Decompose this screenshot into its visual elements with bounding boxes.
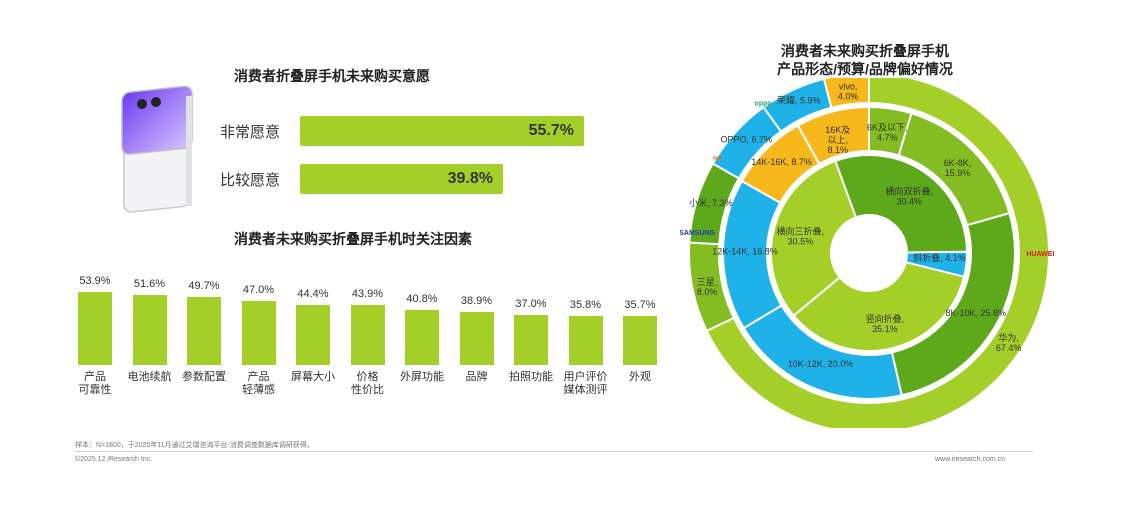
footer-divider	[75, 451, 1033, 452]
foldable-phone-image	[121, 85, 193, 213]
donut-slice-预算	[796, 105, 870, 166]
honor-logo-icon: HONOR	[803, 78, 829, 79]
factor-value: 53.9%	[79, 274, 111, 287]
oppo-logo-icon: oppo	[755, 100, 772, 107]
donut-slice-label: OPPO, 6.7%	[721, 135, 773, 145]
donut-slice-label: 6K-8K, 15.9%	[944, 158, 972, 178]
factor-bar	[78, 291, 112, 365]
huawei-logo-icon: HUAWEI	[1026, 251, 1054, 258]
donut-title: 消费者未来购买折叠屏手机 产品形态/预算/品牌偏好情况	[700, 42, 1030, 78]
factor-value: 38.9%	[460, 295, 493, 308]
factor-bar	[459, 312, 494, 365]
factor-label: 品牌	[449, 371, 505, 384]
donut-title-line1: 消费者未来购买折叠屏手机	[781, 43, 949, 59]
donut-slice-label: 三星, 8.0%	[697, 277, 718, 297]
donut-slice-label: 小米, 7.3%	[689, 197, 733, 208]
factor-bar	[568, 316, 603, 365]
factor-label-line1: 外观	[629, 371, 651, 383]
preference-donut-chart: 竖向折叠, 35.1% 横向三折叠, 30.5% 横向双折叠, 30.4% 斜折叠, 4.1…	[680, 78, 1054, 428]
intent-bar	[300, 116, 584, 146]
footnote: 样本：N=1800，于2025年11月通过艾瑞咨询平台-消费调查数据库调研获得。	[75, 442, 314, 449]
donut-slice-label: 12K-14K, 16.8%	[712, 247, 778, 257]
intent-value: 55.7%	[528, 122, 574, 139]
factor-label: 屏幕大小	[285, 371, 341, 384]
donut-slice-label: 10K-12K, 20.0%	[788, 359, 854, 369]
factor-value: 43.9%	[351, 288, 384, 301]
donut-slice-产品形态	[834, 154, 969, 254]
factor-label-line2: 轻薄感	[242, 384, 275, 396]
factor-value: 35.8%	[569, 299, 602, 312]
factors-title: 消费者未来购买折叠屏手机时关注因素	[234, 231, 472, 247]
factor-value: 40.8%	[406, 292, 438, 305]
factor-label-line1: 品牌	[465, 371, 488, 383]
donut-title-line2: 产品形态/预算/品牌偏好情况	[777, 61, 953, 77]
factor-label-line1: 电池续航	[127, 371, 172, 383]
donut-slice-label: 8K-10K, 25.8%	[945, 308, 1006, 318]
factor-bar	[296, 304, 330, 365]
donut-slice-产品形态	[904, 250, 968, 278]
donut-center	[833, 217, 905, 289]
factor-value: 49.7%	[188, 280, 220, 293]
factor-label: 电池续航	[122, 371, 178, 384]
factor-value: 47.0%	[242, 284, 275, 297]
factor-label: 产品 轻薄感	[231, 371, 287, 397]
intent-bar	[300, 164, 503, 194]
factor-label: 参数配置	[176, 371, 232, 384]
intent-value: 39.8%	[447, 170, 493, 187]
donut-slice-label: 横向三折叠, 30.5%	[777, 226, 825, 247]
factor-bar	[350, 305, 385, 365]
factor-label-line1: 外屏功能	[400, 371, 444, 383]
donut-slice-label: 荣耀, 5.9%	[777, 95, 821, 106]
factor-label-line1: 拍照功能	[509, 371, 553, 383]
factor-value: 44.4%	[297, 287, 329, 300]
factor-label-line1: 屏幕大小	[291, 371, 335, 383]
donut-slice-label: 6K及以下, 4.7%	[867, 122, 908, 142]
factor-value: 37.0%	[515, 297, 547, 310]
factor-bar	[623, 316, 657, 365]
factor-value: 35.7%	[624, 299, 656, 312]
intent-label: 比较愿意	[220, 172, 281, 189]
xiaomi-logo-icon: mi	[713, 155, 721, 162]
factor-label-line2: 媒体测评	[563, 384, 608, 396]
factor-bar	[241, 301, 276, 365]
intent-label: 非常愿意	[220, 124, 281, 141]
donut-slice-label: 16K及以上, 8.1%	[825, 125, 850, 155]
copyright: ©2025.12 iResearch Inc.	[75, 456, 153, 463]
factor-label: 用户评价 媒体测评	[558, 371, 614, 397]
factor-label: 拍照功能	[503, 371, 559, 384]
factor-label-line1: 参数配置	[182, 371, 226, 383]
donut-slice-label: 华为, 67.4%	[996, 332, 1022, 353]
factor-value: 51.6%	[133, 277, 166, 290]
factor-label-line1: 产品	[247, 371, 270, 383]
donut-slice-品牌	[822, 78, 870, 109]
factor-label-line1: 用户评价	[563, 371, 608, 383]
factor-label: 外观	[612, 371, 668, 384]
factor-label-line1: 价格	[356, 371, 379, 383]
site-url: www.iresearch.com.cn	[935, 456, 1006, 463]
donut-slices	[688, 78, 1050, 428]
factor-label: 外屏功能	[394, 371, 450, 384]
donut-slice-品牌	[705, 78, 1050, 428]
factor-bar	[405, 309, 439, 365]
factor-label-line2: 可靠性	[78, 384, 112, 396]
factor-bar	[187, 297, 221, 365]
donut-slice-label: 竖向折叠, 35.1%	[866, 313, 905, 334]
donut-slice-产品形态	[792, 260, 966, 352]
factor-label: 产品 可靠性	[67, 371, 123, 397]
donut-slice-label: vivo, 4.0%	[838, 81, 859, 101]
donut-slice-产品形态	[770, 159, 858, 318]
factor-label: 价格 性价比	[340, 371, 396, 397]
factor-label-line1: 产品	[84, 371, 106, 383]
factor-bar	[132, 294, 167, 365]
donut-slice-label: 横向双折叠, 30.4%	[886, 186, 934, 207]
factor-bar	[514, 314, 548, 365]
donut-slice-label: 14K-16K, 8.7%	[751, 157, 812, 167]
samsung-logo-icon: SAMSUNG	[680, 230, 716, 237]
factor-label-line2: 性价比	[351, 384, 384, 396]
intent-title: 消费者折叠屏手机未来购买意愿	[234, 68, 430, 84]
donut-slice-label: 斜折叠, 4.1%	[913, 252, 966, 263]
